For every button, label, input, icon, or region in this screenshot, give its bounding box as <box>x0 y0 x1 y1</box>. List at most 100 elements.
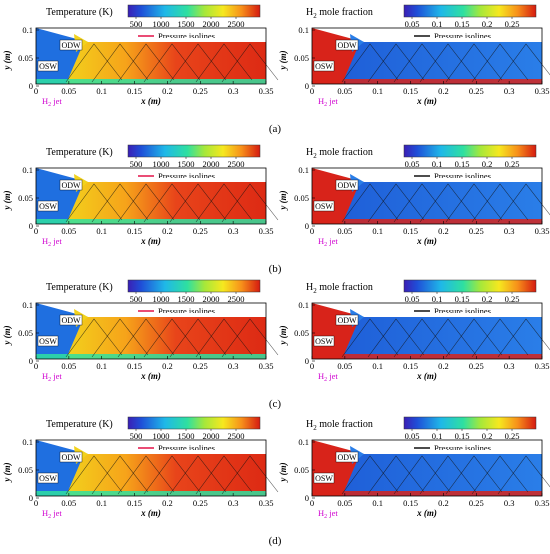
osw-label: OSW <box>39 202 57 211</box>
colorbar-tick-label: 1500 <box>178 431 195 441</box>
x-tick-label: 0.25 <box>193 361 208 371</box>
colorbar-tick-label: 500 <box>130 294 143 304</box>
pressure-isoline <box>91 183 149 223</box>
reacting-region <box>342 42 542 84</box>
colorbar-tick-label: 0.1 <box>432 159 443 169</box>
y-tick-label: 0.1 <box>298 165 309 175</box>
x-tick-label: 0.3 <box>504 498 515 508</box>
colorbar-tick-label: 1000 <box>153 431 170 441</box>
upper-wall <box>88 178 266 182</box>
h2-panel-1: H2 mole fraction 0.05 0.1 0.15 0.2 0.25 Pressu… <box>278 4 550 108</box>
legend-label: Pressure isolines <box>158 443 215 453</box>
plot-frame <box>35 439 267 497</box>
h2-jet-label: H2 jet <box>42 96 62 108</box>
y-tick-label: 0.05 <box>294 328 309 338</box>
upper-wall <box>88 38 266 42</box>
x-tick-label: 0.2 <box>438 226 449 236</box>
x-tick-label: 0.05 <box>61 361 76 371</box>
pressure-isoline <box>143 183 201 223</box>
reacting-region <box>342 317 542 359</box>
pressure-isoline <box>195 318 253 358</box>
colorbar-tick-label: 500 <box>130 431 143 441</box>
plot-frame <box>35 167 267 225</box>
pressure-isoline <box>221 183 279 223</box>
reacting-region <box>342 454 542 496</box>
x-tick-label: 0.2 <box>162 498 173 508</box>
x-tick-label: 0.35 <box>259 226 274 236</box>
colorbar-title: Temperature (K) <box>46 282 113 293</box>
x-tick-label: 0.35 <box>535 361 550 371</box>
x-tick-label: 0 <box>34 498 38 508</box>
pressure-isoline <box>91 43 149 83</box>
odw-label: ODW <box>337 181 357 190</box>
osw-label: OSW <box>39 62 57 71</box>
odw-label: ODW <box>337 316 357 325</box>
y-tick-label: 0.05 <box>294 193 309 203</box>
colorbar-title: Temperature (K) <box>46 419 113 430</box>
osw-label-group: OSW <box>313 60 335 72</box>
y-tick-label: 0.05 <box>18 465 33 475</box>
colorbar-tick-label: 1500 <box>178 159 195 169</box>
pressure-isoline <box>341 318 399 358</box>
colorbar-tick-label: 2500 <box>228 19 245 29</box>
pressure-isoline <box>445 318 503 358</box>
colorbar <box>127 144 261 158</box>
pressure-isoline <box>393 455 451 495</box>
upper-wall <box>364 313 542 317</box>
colorbar-tick-label: 0.1 <box>432 431 443 441</box>
colorbar-tick-label: 1000 <box>153 19 170 29</box>
x-tick-label: 0.2 <box>438 86 449 96</box>
osw-label-box <box>313 60 335 72</box>
legend-label: Pressure isolines <box>434 171 491 181</box>
odw-label-box <box>335 39 359 51</box>
colorbar <box>127 4 261 18</box>
y-tick-label: 0 <box>29 221 33 231</box>
odw-label-group: ODW <box>59 451 83 463</box>
colorbar-tick-label: 500 <box>130 159 143 169</box>
x-axis-label: x (m) <box>416 371 437 381</box>
x-tick-label: 0.35 <box>259 86 274 96</box>
x-tick-label: 0.1 <box>372 226 383 236</box>
pressure-isoline <box>341 183 399 223</box>
x-tick-label: 0.05 <box>337 86 352 96</box>
x-tick-label: 0.15 <box>403 226 418 236</box>
pressure-isoline <box>367 455 425 495</box>
pressure-isoline <box>341 455 399 495</box>
colorbar-tick-label: 0.2 <box>482 159 493 169</box>
y-axis-label: y (m) <box>278 50 288 70</box>
x-tick-label: 0.1 <box>96 226 107 236</box>
pressure-isoline <box>419 455 477 495</box>
upper-wall <box>88 450 266 454</box>
jet-layer <box>312 219 542 224</box>
plot-frame <box>35 27 267 85</box>
pressure-isoline <box>169 183 227 223</box>
plot-frame <box>311 27 543 85</box>
pressure-isoline <box>195 183 253 223</box>
pressure-isoline <box>65 318 123 358</box>
y-tick-label: 0.1 <box>298 300 309 310</box>
y-axis-label: y (m) <box>278 190 288 210</box>
colorbar-tick-label: 1500 <box>178 294 195 304</box>
odw-label: ODW <box>61 181 81 190</box>
x-tick-label: 0.2 <box>162 361 173 371</box>
plot-frame <box>311 439 543 497</box>
colorbar-tick-label: 1000 <box>153 159 170 169</box>
pressure-isoline <box>143 455 201 495</box>
pressure-isoline <box>65 183 123 223</box>
y-tick-label: 0.05 <box>18 53 33 63</box>
pressure-isoline <box>471 318 529 358</box>
y-axis-label: y (m) <box>2 190 12 210</box>
odw-label-group: ODW <box>59 314 83 326</box>
colorbar-tick-label: 0.25 <box>505 431 520 441</box>
x-tick-label: 0.3 <box>228 226 239 236</box>
osw-label-box <box>37 60 59 72</box>
x-axis-label: x (m) <box>416 96 437 106</box>
odw-label-group: ODW <box>335 451 359 463</box>
x-tick-label: 0.2 <box>162 226 173 236</box>
osw-label-group: OSW <box>37 472 59 484</box>
y-tick-label: 0 <box>29 356 33 366</box>
colorbar-tick-label: 0.25 <box>505 294 520 304</box>
pressure-isoline <box>445 455 503 495</box>
y-tick-label: 0.05 <box>18 328 33 338</box>
y-tick-label: 0.1 <box>22 165 33 175</box>
